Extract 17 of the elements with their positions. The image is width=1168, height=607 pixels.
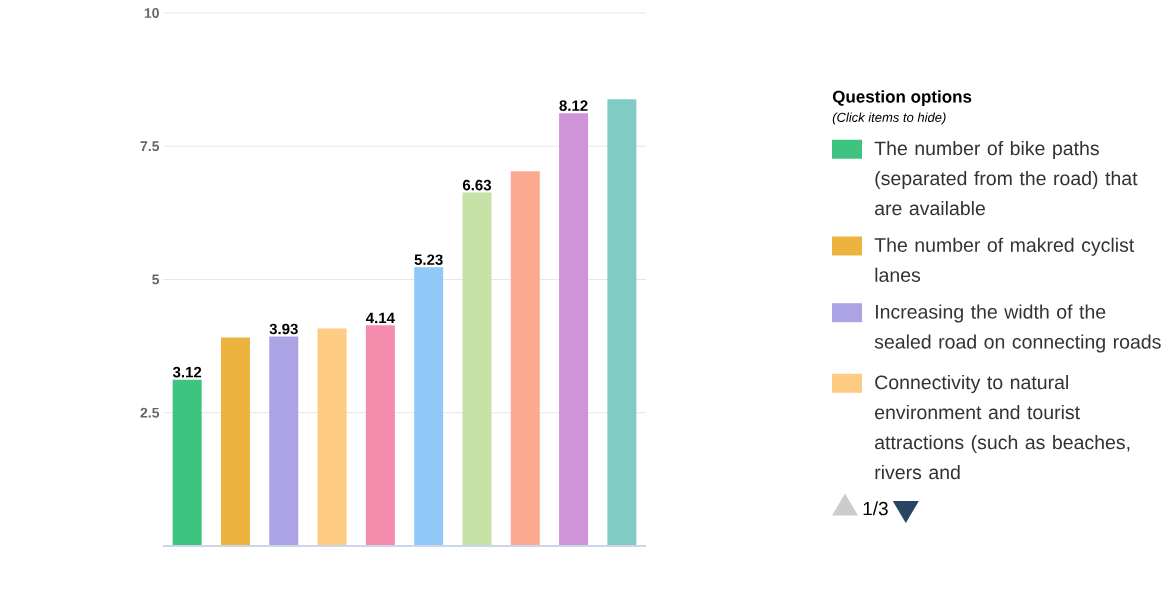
data-label: 8.12 [559, 100, 588, 111]
data-label: 3.12 [172, 366, 202, 378]
legend-label: The number of bike paths (separated from the road) that are available [874, 140, 1138, 216]
legend-label: Increasing the width of the sealed road on connecting roads [874, 304, 1161, 353]
text: (Click items to hide) [832, 112, 946, 125]
y-tick-label: 5 [152, 274, 160, 285]
y-tick-label: 2.5 [140, 407, 160, 418]
legend-title: Question options [832, 90, 972, 107]
legend-label: Connectivity to natural environment and tourist attractions (such as beaches, rivers and [875, 374, 1130, 480]
y-tick-label: 7.5 [140, 141, 160, 152]
data-label: 4.14 [366, 312, 395, 324]
data-label: 6.63 [462, 179, 492, 191]
text: 1/3 [863, 501, 888, 516]
legend-label: The number of makred cyclist lanes [874, 237, 1135, 282]
y-tick-label: 10 [144, 8, 159, 18]
data-label: 5.23 [414, 254, 443, 266]
data-label: 3.93 [269, 323, 298, 335]
